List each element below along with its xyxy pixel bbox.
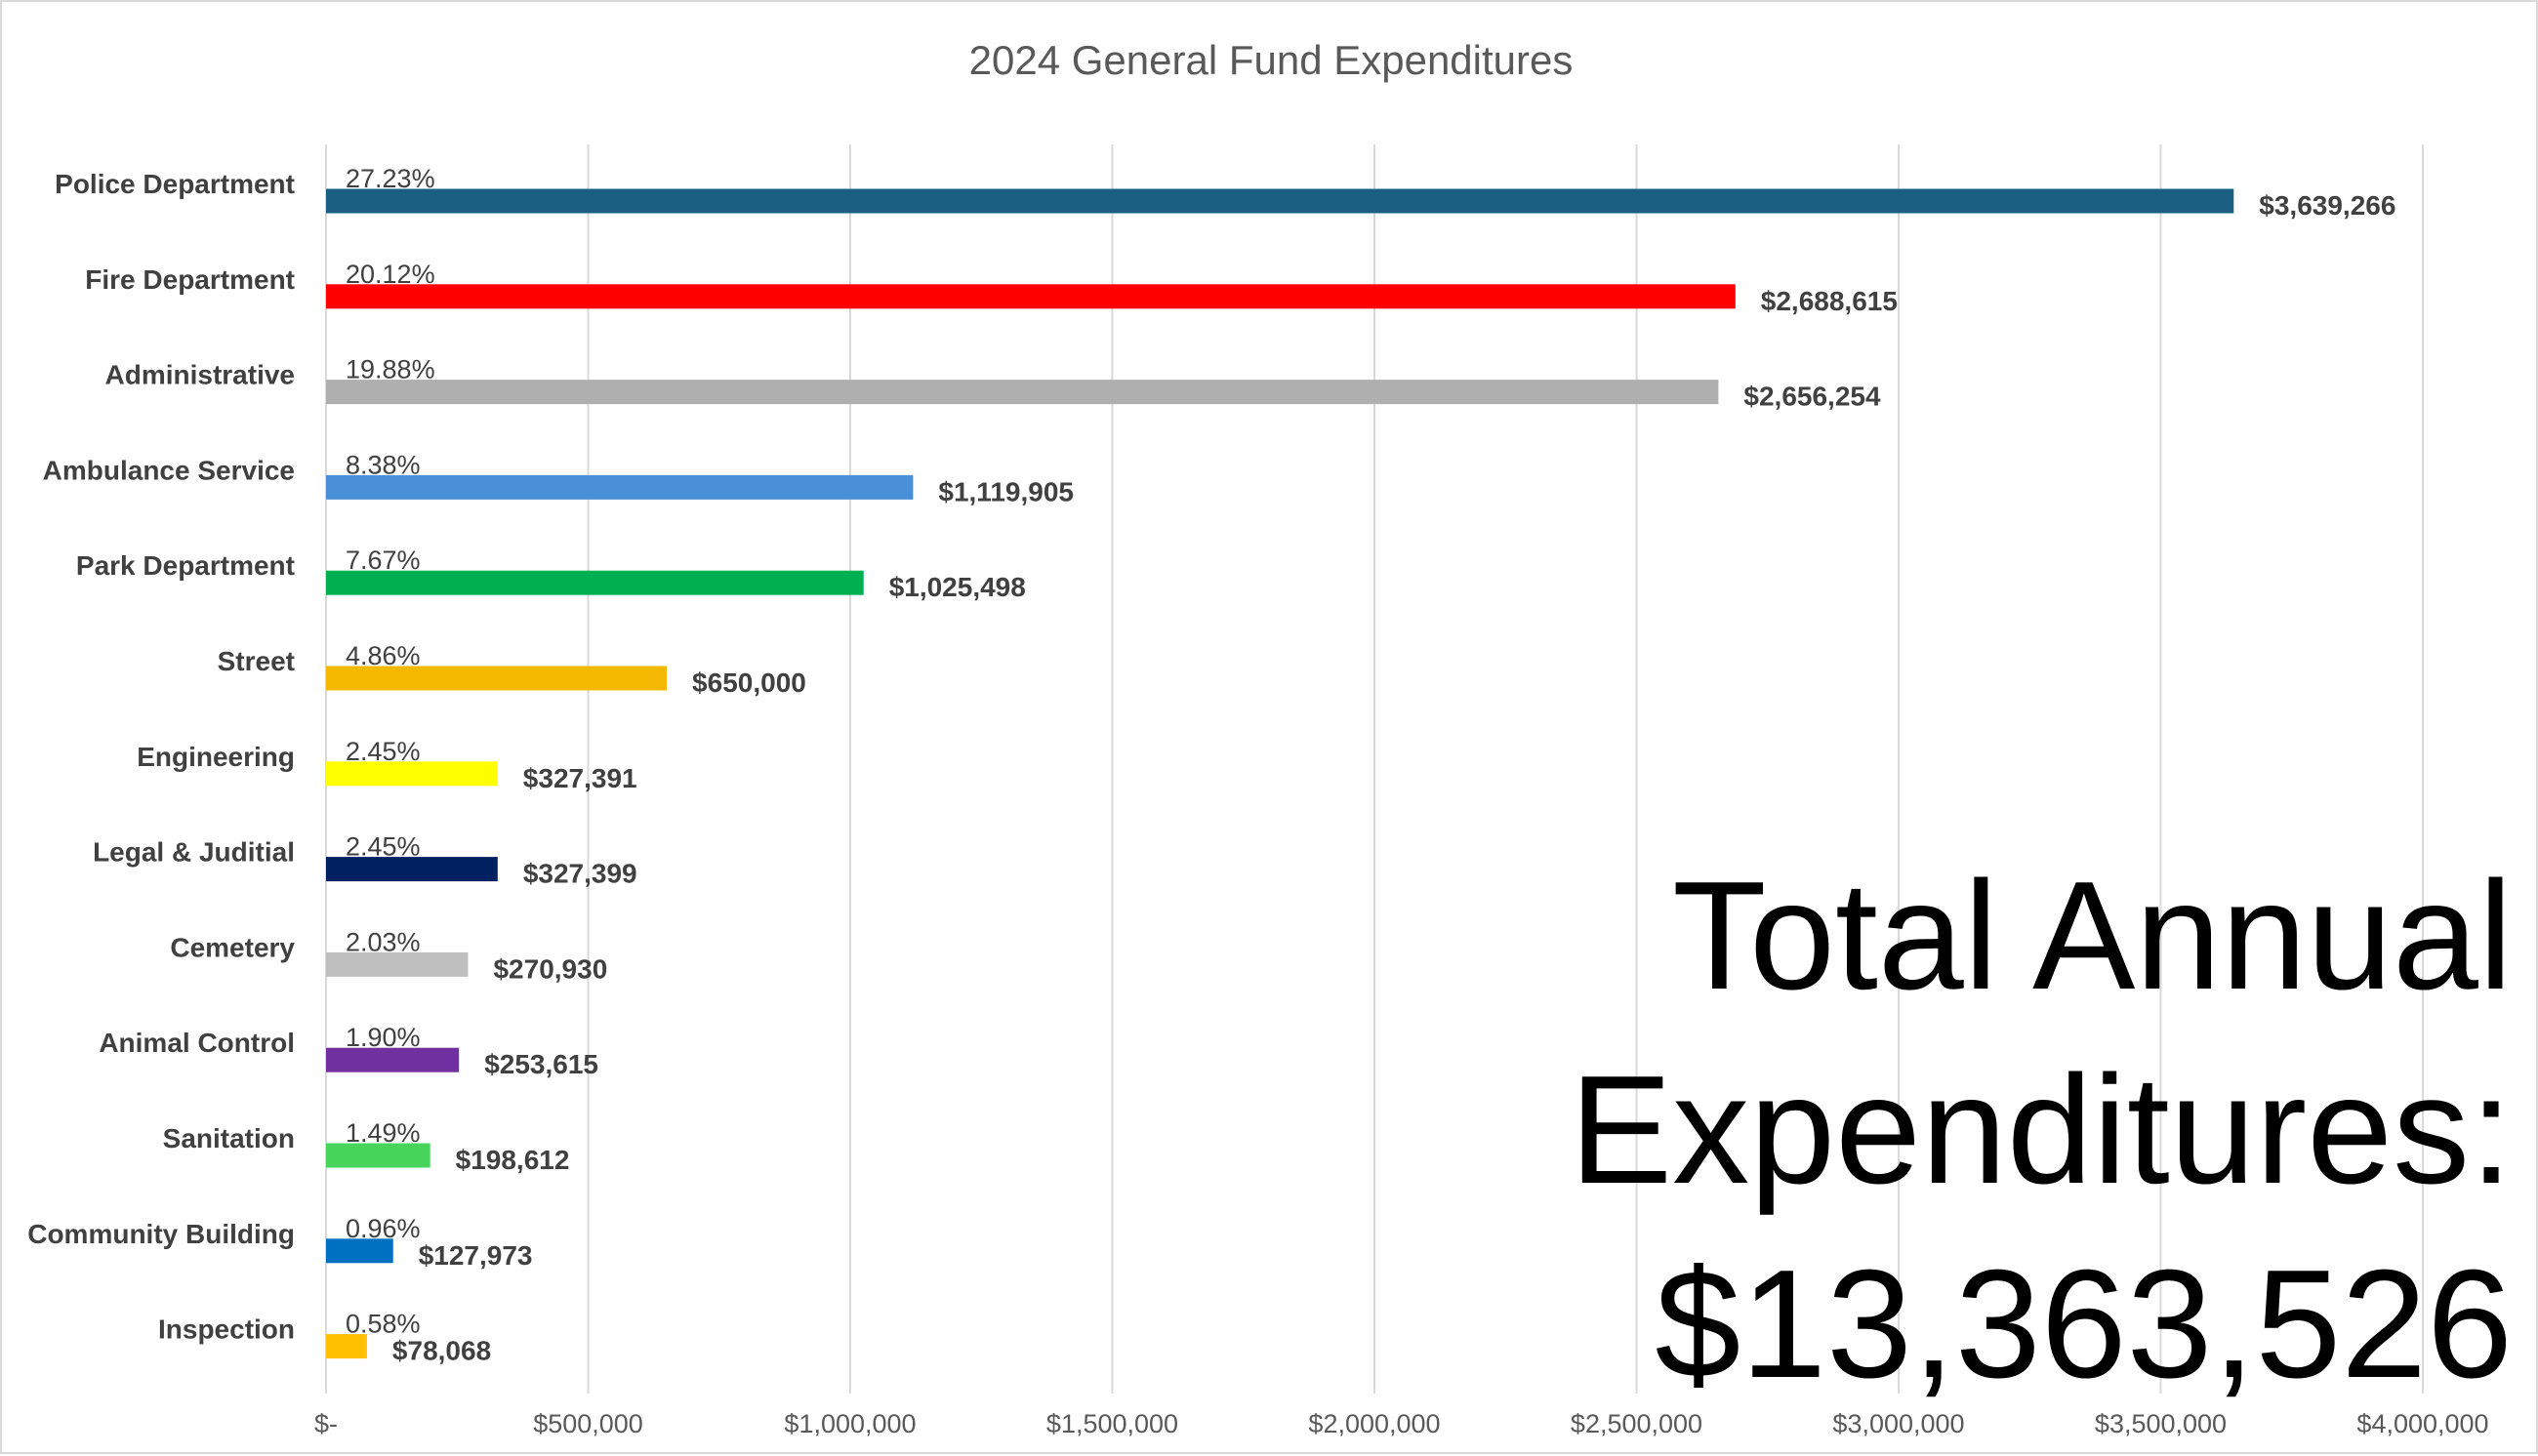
category-label: Street <box>218 646 295 676</box>
value-label: $1,119,905 <box>938 476 1074 506</box>
percent-label: 27.23% <box>346 164 435 193</box>
bar <box>326 188 2234 214</box>
value-label: $3,639,266 <box>2259 190 2395 221</box>
percent-label: 8.38% <box>346 450 421 479</box>
category-label: Administrative <box>105 360 296 390</box>
total-annual-amount: $13,363,526 <box>1655 1238 2513 1410</box>
category-label: Community Building <box>27 1219 295 1249</box>
x-tick-label: $500,000 <box>533 1409 643 1438</box>
total-annual-line-2: Expenditures: <box>1570 1044 2513 1216</box>
percent-label: 1.90% <box>346 1023 421 1052</box>
bar <box>326 1238 393 1264</box>
x-tick-label: $1,000,000 <box>784 1409 916 1438</box>
bar <box>326 666 668 691</box>
category-label: Legal & Juditial <box>93 837 295 868</box>
category-label: Police Department <box>55 169 295 199</box>
gridlines <box>325 144 2424 1394</box>
bar <box>326 570 864 595</box>
bar <box>326 951 469 977</box>
x-tick-label: $4,000,000 <box>2356 1409 2488 1438</box>
percent-label: 20.12% <box>346 260 435 289</box>
percent-label: 2.45% <box>346 832 421 862</box>
percent-label: 1.49% <box>346 1118 421 1148</box>
percent-label: 2.03% <box>346 927 421 956</box>
labels: Police Department 27.23% $3,639,266 Fire De… <box>27 164 2395 1366</box>
value-label: $650,000 <box>692 667 806 698</box>
category-label: Animal Control <box>99 1028 295 1058</box>
category-label: Engineering <box>137 742 295 772</box>
x-tick-label: $1,500,000 <box>1046 1409 1178 1438</box>
value-label: $253,615 <box>484 1049 598 1079</box>
bar <box>326 380 1719 405</box>
bars <box>326 188 2234 1359</box>
percent-label: 7.67% <box>346 546 421 575</box>
value-label: $2,688,615 <box>1761 286 1898 316</box>
value-label: $2,656,254 <box>1743 382 1881 412</box>
total-annual-line-1: Total Annual <box>1672 850 2513 1022</box>
bar <box>326 1047 460 1072</box>
value-label: $327,399 <box>523 859 637 889</box>
bar <box>326 1143 430 1168</box>
category-label: Sanitation <box>163 1123 295 1153</box>
category-label: Ambulance Service <box>43 455 295 485</box>
percent-label: 0.58% <box>346 1310 421 1339</box>
bar <box>326 1334 367 1359</box>
category-label: Cemetery <box>170 932 295 962</box>
bar <box>326 857 498 882</box>
chart-title: 2024 General Fund Expenditures <box>969 37 1574 83</box>
bar <box>326 474 914 500</box>
x-tick-label: $- <box>314 1409 338 1438</box>
bar <box>326 761 498 787</box>
value-label: $1,025,498 <box>889 572 1026 602</box>
category-label: Inspection <box>158 1314 295 1345</box>
x-axis-ticks: $- $500,000 $1,000,000 $1,500,000 $2,000,000… <box>314 1409 2489 1438</box>
x-tick-label: $3,500,000 <box>2095 1409 2227 1438</box>
value-label: $78,068 <box>392 1336 491 1366</box>
x-tick-label: $3,000,000 <box>1832 1409 1964 1438</box>
percent-label: 4.86% <box>346 641 421 670</box>
percent-label: 0.96% <box>346 1214 421 1243</box>
percent-label: 2.45% <box>346 737 421 766</box>
category-label: Park Department <box>76 550 295 581</box>
category-label: Fire Department <box>85 264 295 295</box>
x-tick-label: $2,000,000 <box>1308 1409 1440 1438</box>
percent-label: 19.88% <box>346 355 435 384</box>
value-label: $198,612 <box>456 1145 570 1175</box>
value-label: $127,973 <box>419 1240 533 1271</box>
bar <box>326 284 1736 309</box>
x-tick-label: $2,500,000 <box>1571 1409 1702 1438</box>
value-label: $327,391 <box>523 763 637 793</box>
value-label: $270,930 <box>493 953 607 984</box>
